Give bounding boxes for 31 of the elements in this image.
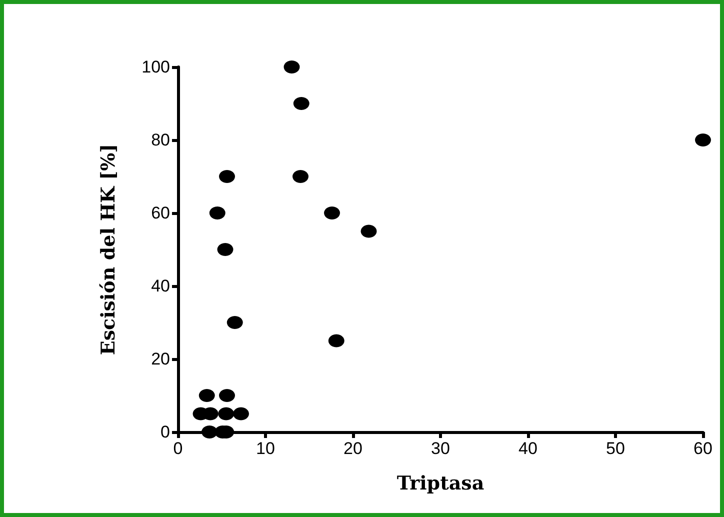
- y-axis-title: Escisión del HK [%]: [98, 144, 120, 356]
- point: [324, 206, 340, 220]
- x-tick-label: 0: [173, 439, 183, 458]
- x-tick-label: 40: [518, 439, 538, 458]
- y-tick-label: 100: [142, 58, 170, 76]
- point: [293, 97, 310, 110]
- point: [328, 334, 344, 348]
- point: [202, 426, 218, 438]
- x-tick-label: 10: [256, 439, 275, 458]
- y-tick-label: 60: [151, 204, 170, 222]
- point: [226, 316, 243, 329]
- x-tick-label: 20: [344, 439, 362, 458]
- y-tick-label: 0: [160, 422, 170, 442]
- point: [284, 60, 300, 74]
- point: [695, 134, 711, 146]
- point: [219, 170, 235, 183]
- x-axis-title: Triptasa: [396, 472, 484, 494]
- point: [218, 407, 234, 420]
- point: [360, 224, 377, 238]
- x-tick-label: 60: [694, 439, 712, 458]
- y-tick-label: 80: [151, 130, 170, 150]
- x-tick-label: 50: [606, 439, 625, 458]
- point: [219, 389, 235, 402]
- point: [198, 389, 215, 402]
- y-tick-label: 40: [151, 276, 170, 296]
- point: [233, 407, 249, 420]
- y-tick-label: 20: [151, 350, 170, 368]
- point: [292, 170, 308, 183]
- x-tick-label: 30: [431, 439, 450, 458]
- point: [217, 243, 234, 256]
- point: [209, 206, 226, 220]
